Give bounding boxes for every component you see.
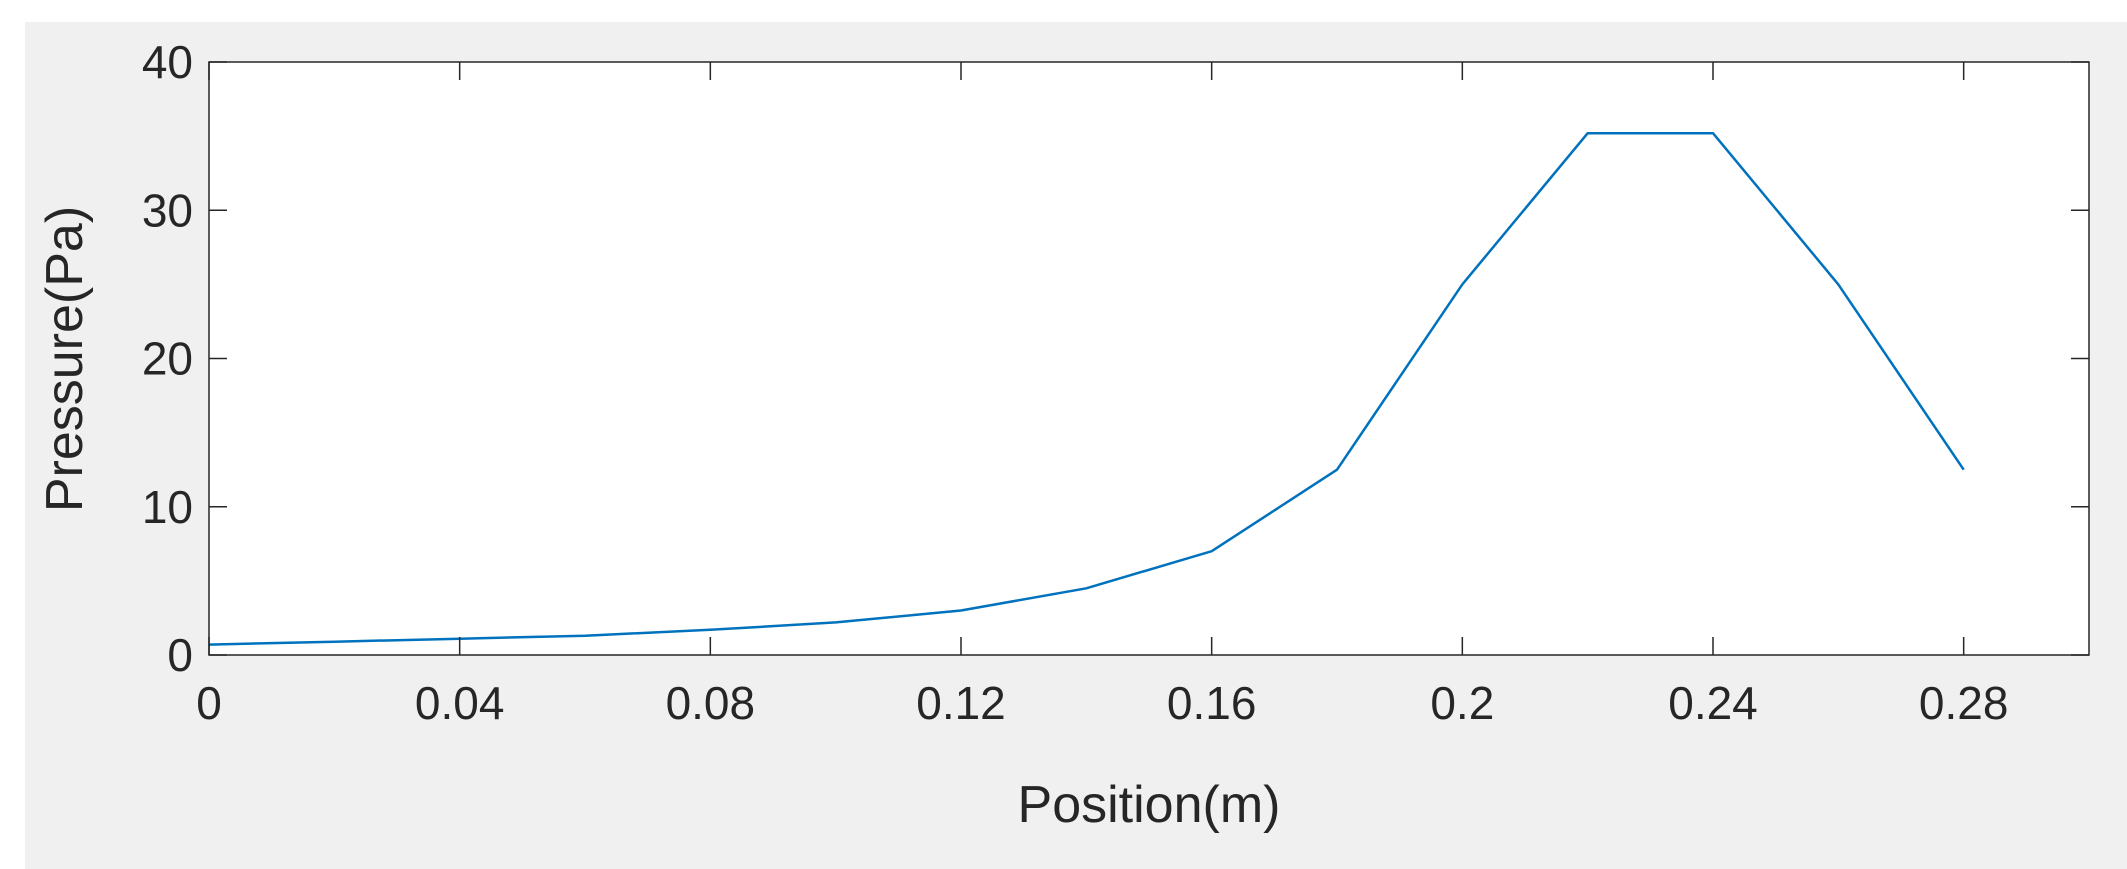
y-tick-label: 0 [167, 629, 193, 681]
y-axis-label: Pressure(Pa) [36, 206, 94, 512]
x-tick-label: 0.04 [415, 677, 505, 729]
x-tick-label: 0.12 [916, 677, 1006, 729]
series-line-0 [208, 131, 1965, 646]
x-tick-label: 0.16 [1167, 677, 1257, 729]
x-axis-label: Position(m) [1018, 776, 1281, 834]
y-axis: 0 10 20 30 40 [142, 36, 2089, 681]
x-tick-label: 0.24 [1668, 677, 1758, 729]
x-tick-label: 0.28 [1919, 677, 2009, 729]
x-tick-label: 0.08 [666, 677, 756, 729]
y-tick-label: 40 [142, 36, 193, 88]
plot-area [209, 62, 2089, 655]
y-tick-label: 10 [142, 481, 193, 533]
x-tick-label: 0.2 [1430, 677, 1494, 729]
x-axis: 0 0.04 0.08 0.12 0.16 0.2 0.24 0.28 [196, 62, 2008, 729]
y-tick-label: 20 [142, 333, 193, 385]
x-tick-label: 0 [196, 677, 222, 729]
y-tick-label: 30 [142, 184, 193, 236]
